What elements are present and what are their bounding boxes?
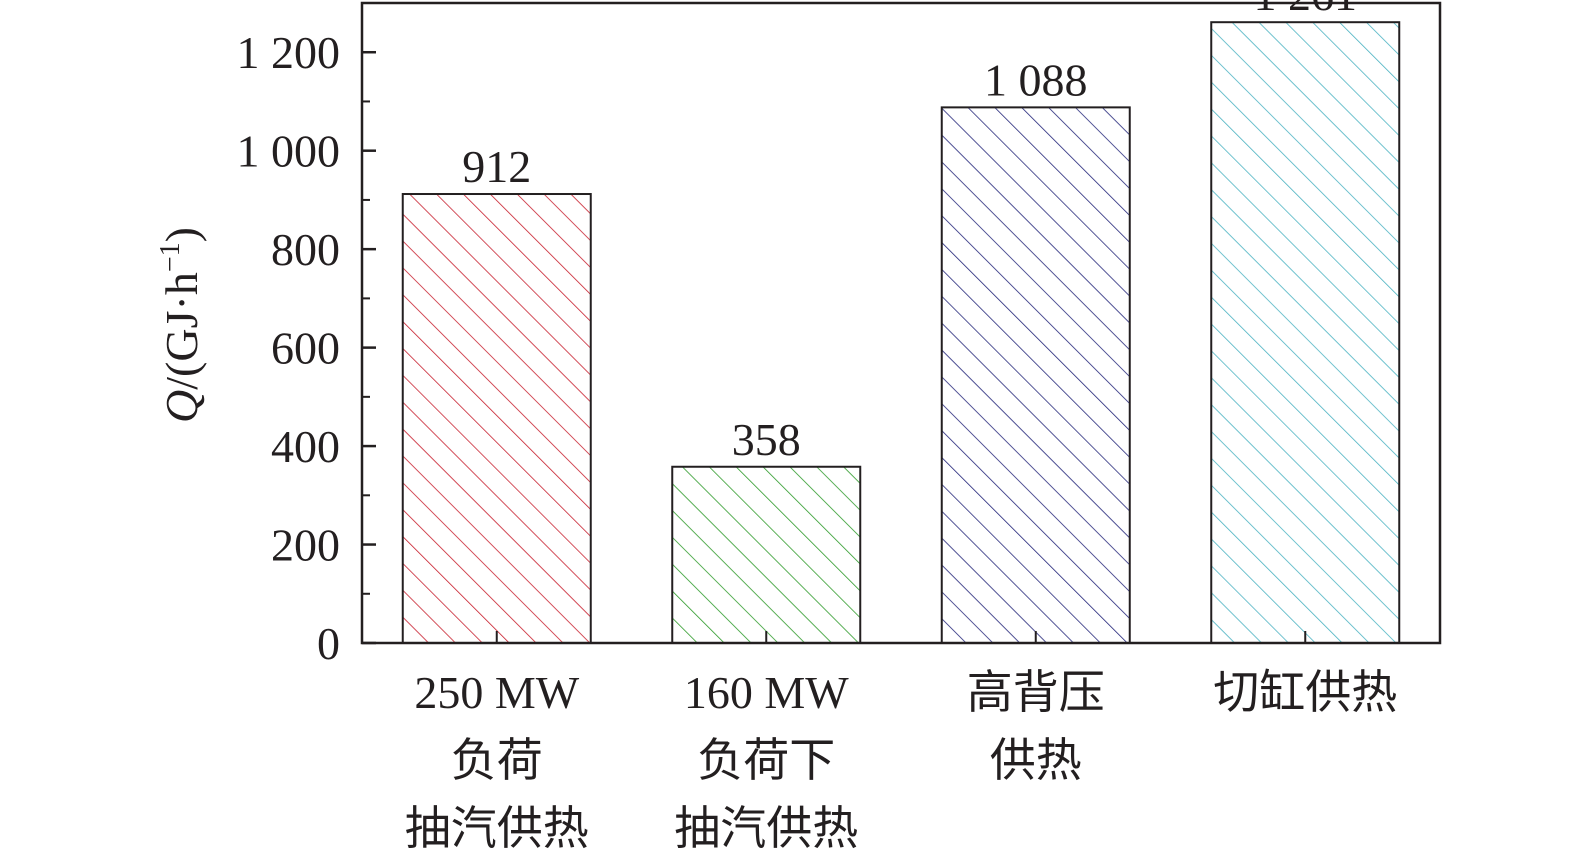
bar-3: [940, 106, 1131, 645]
y-tick-label: 200: [271, 520, 340, 571]
labels-layer: 912 250 MW 负荷抽汽供热 358 160 MW 负荷下抽汽供热 1 088 高背压供…: [155, 0, 1397, 854]
axes-layer: [360, 1, 1442, 645]
y-axis-label-symbol: Q: [156, 390, 207, 423]
x-category-line: 抽汽供热: [405, 803, 589, 854]
x-category-line: 切缸供热: [1213, 667, 1397, 718]
bar-value-label-2: 358: [732, 414, 801, 465]
y-axis-label-close: ): [156, 227, 207, 242]
x-category-line: 负荷: [451, 735, 543, 786]
y-tick-label: 800: [271, 224, 340, 275]
x-category-line: 抽汽供热: [674, 803, 858, 854]
x-category-line: 负荷下: [697, 735, 835, 786]
bar-value-label-3: 1 088: [984, 54, 1088, 105]
x-category-label-3: 高背压供热: [967, 667, 1105, 786]
plot-frame: [360, 1, 1442, 645]
y-axis-label-superscript: −1: [155, 242, 186, 272]
x-category-line: 高背压: [967, 667, 1105, 718]
bar-4: [1210, 21, 1401, 644]
x-category-label-2: 160 MW 负荷下抽汽供热: [674, 667, 858, 854]
bars-layer: [401, 21, 1401, 645]
x-category-label-1: 250 MW 负荷抽汽供热: [405, 667, 589, 854]
y-tick-label: 400: [271, 421, 340, 472]
bar-1: [401, 193, 592, 644]
y-tick-label: 600: [271, 323, 340, 374]
bar-2: [671, 465, 862, 644]
x-category-line: 供热: [990, 735, 1082, 786]
y-tick-label: 1 000: [237, 126, 341, 177]
y-axis-label-unit: /(GJ·h: [156, 272, 207, 390]
x-category-line: 160 MW: [684, 667, 849, 718]
bar-value-label-1: 912: [462, 141, 531, 192]
x-category-label-4: 切缸供热: [1213, 667, 1397, 718]
y-axis-label: Q/(GJ·h−1): [155, 227, 207, 423]
y-tick-label: 1 200: [237, 27, 341, 78]
bar-value-label-4: 1 261: [1254, 0, 1358, 20]
x-category-line: 250 MW: [414, 667, 579, 718]
y-tick-label: 0: [317, 618, 340, 669]
